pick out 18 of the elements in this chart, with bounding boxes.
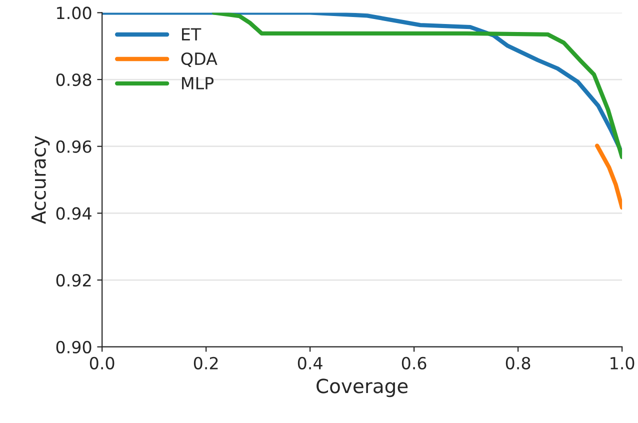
x-tick-label: 0.6 [402, 356, 426, 370]
y-axis-title: Accuracy [31, 136, 50, 224]
y-tick-label: 0.96 [56, 140, 92, 153]
x-tick-label: 0.2 [194, 356, 218, 370]
y-tick-label: 0.94 [56, 207, 92, 220]
legend-label: QDA [181, 52, 218, 67]
x-tick-label: 0.0 [90, 356, 114, 370]
x-tick-label: 1.0 [610, 356, 634, 370]
y-tick-label: 0.92 [56, 274, 91, 287]
y-tick-label: 0.98 [56, 73, 92, 86]
y-tick-label: 1.00 [57, 6, 92, 20]
x-tick-label: 0.8 [506, 356, 530, 370]
x-axis-title: Coverage [316, 378, 408, 398]
legend-label: ET [182, 28, 202, 40]
y-tick-label: 0.90 [56, 340, 92, 354]
x-tick-label: 0.4 [298, 356, 322, 370]
line-series [595, 144, 622, 210]
legend-label: MLP [182, 77, 214, 90]
